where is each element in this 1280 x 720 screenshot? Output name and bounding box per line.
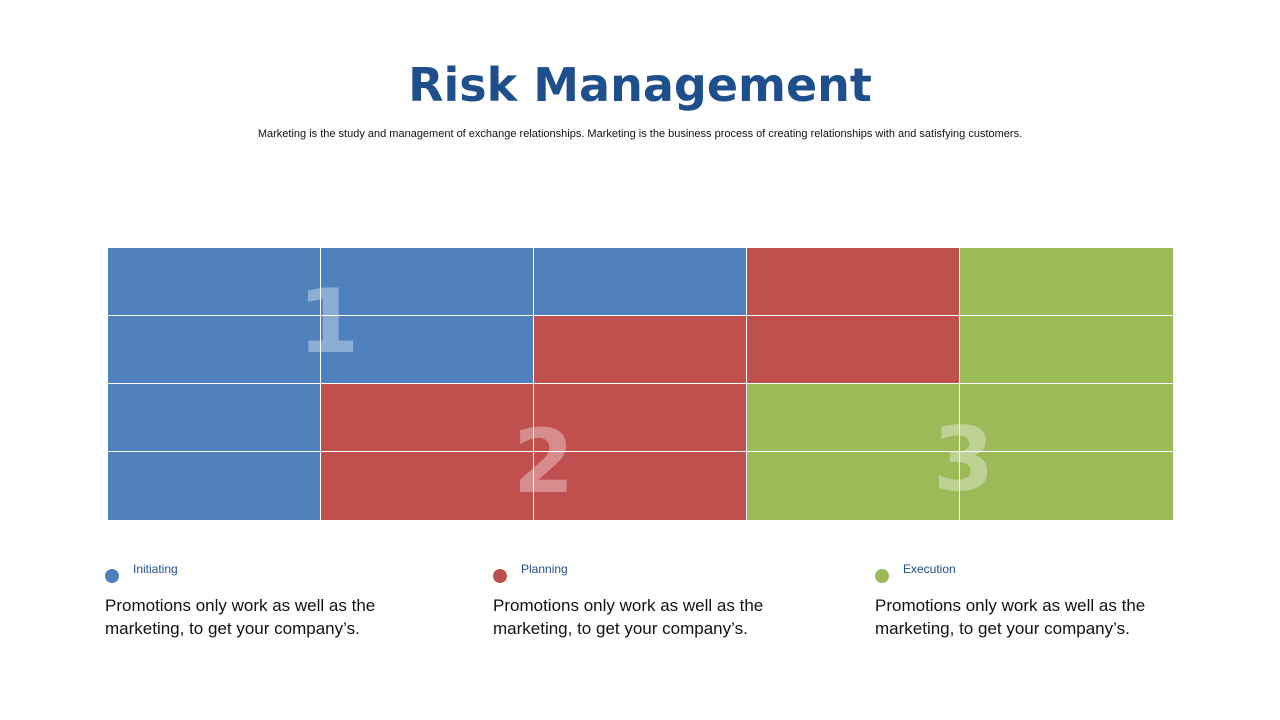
grid-cell-planning <box>747 316 960 384</box>
grid-cell-execution <box>960 248 1173 316</box>
grid-cell-execution <box>747 384 960 452</box>
grid-cell-initiating <box>108 248 321 316</box>
grid-cell-planning <box>321 452 534 520</box>
grid-cell-initiating <box>108 316 321 384</box>
grid-cell-execution <box>960 384 1173 452</box>
grid-cell-execution <box>960 316 1173 384</box>
legend-description: Promotions only work as well as the mark… <box>875 596 1146 638</box>
legend-label: Execution <box>903 562 956 576</box>
phase-number-1: 1 <box>298 270 360 373</box>
execution-dot-icon <box>875 569 889 583</box>
grid-cell-planning <box>747 248 960 316</box>
grid-cell-execution <box>960 452 1173 520</box>
grid-cell-initiating <box>321 316 534 384</box>
grid-cell-initiating <box>108 452 321 520</box>
legend-label: Initiating <box>133 562 178 576</box>
initiating-dot-icon <box>105 569 119 583</box>
page-title: Risk Management <box>408 58 872 112</box>
legend-description: Promotions only work as well as the mark… <box>105 596 376 638</box>
legend-label: Planning <box>521 562 568 576</box>
grid-cell-planning <box>534 384 747 452</box>
grid-cell-execution <box>747 452 960 520</box>
phase-number-3: 3 <box>933 408 995 511</box>
phase-number-2: 2 <box>513 410 575 513</box>
risk-phase-grid: 1 2 3 <box>108 248 1173 520</box>
grid-cell-planning <box>534 452 747 520</box>
grid-cell-planning <box>534 316 747 384</box>
page-subtitle: Marketing is the study and management of… <box>257 128 1023 140</box>
grid-cell-initiating <box>321 248 534 316</box>
grid-cell-initiating <box>108 384 321 452</box>
grid-cell-planning <box>321 384 534 452</box>
legend-description: Promotions only work as well as the mark… <box>493 596 764 638</box>
grid-cell-initiating <box>534 248 747 316</box>
planning-dot-icon <box>493 569 507 583</box>
